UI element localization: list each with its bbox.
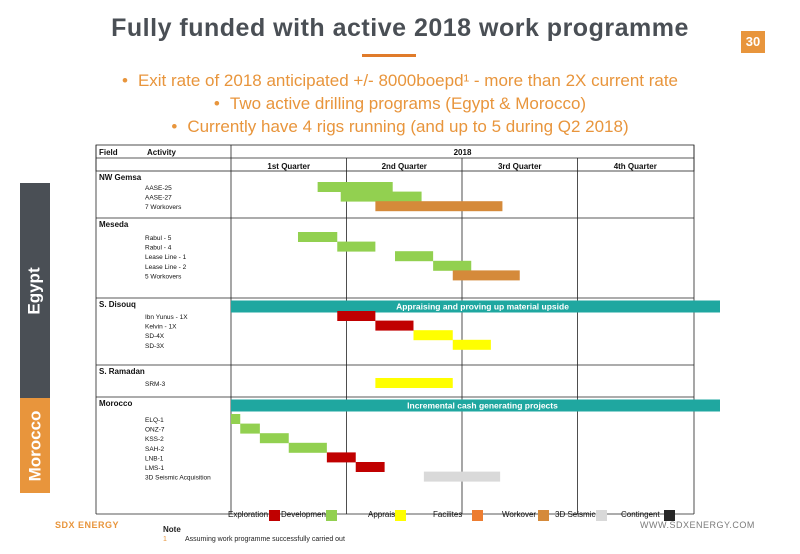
- activity-row-label: 3D Seismic Acquisition: [145, 475, 211, 482]
- gantt-bar: [317, 182, 393, 192]
- activity-row-label: 5 Workovers: [145, 273, 182, 280]
- gantt-panel: Field Activity 2018 1st Quarter 2nd Quarter 3…: [66, 133, 758, 531]
- gantt-bar: [355, 462, 385, 472]
- activity-row-label: 7 Workovers: [145, 204, 182, 211]
- group-field-label: NW Gemsa: [99, 173, 142, 182]
- gantt-bar: [452, 339, 491, 350]
- legend-label: Contingent: [621, 510, 660, 519]
- gantt-bar: [337, 311, 376, 321]
- bullet-marker: •: [121, 71, 128, 90]
- gantt-bar: [375, 320, 414, 331]
- activity-row-label: Ibn Yunus - 1X: [145, 314, 188, 321]
- activity-row-label: AASE-25: [145, 185, 172, 192]
- footer-company: SDX ENERGY: [55, 520, 120, 530]
- group-field-label: S. Disouq: [99, 300, 136, 309]
- activity-row-label: LNB-1: [145, 455, 164, 462]
- legend-swatch: [326, 510, 337, 521]
- activity-row-label: SD-3X: [145, 343, 165, 350]
- note-title: Note: [163, 525, 181, 534]
- gantt-chart: Field Activity 2018 1st Quarter 2nd Quarter 3…: [95, 144, 758, 515]
- gantt-bar: [433, 260, 472, 271]
- banner-text: Appraising and proving up material upsid…: [396, 302, 569, 312]
- header-quarter: 3rd Quarter: [498, 162, 542, 171]
- gantt-bar: [297, 232, 338, 242]
- activity-row-label: SD-4X: [145, 333, 165, 340]
- legend-label: Exploration: [228, 510, 269, 519]
- gantt-bar: [340, 191, 422, 202]
- gantt-bar: [231, 414, 241, 424]
- bullet-item: • Exit rate of 2018 anticipated +/- 8000b…: [0, 71, 800, 91]
- bullet-text: Two active drilling programs (Egypt & Mo…: [229, 94, 587, 113]
- activity-row-label: Lease Line - 2: [145, 264, 187, 271]
- group-field-label: Meseda: [99, 220, 129, 229]
- region-tab-egypt: Egypt: [20, 183, 50, 398]
- activity-row-label: Rabul - 4: [145, 245, 172, 252]
- region-label: Egypt: [25, 266, 45, 315]
- legend-swatch: [269, 510, 280, 521]
- gantt-bar: [395, 251, 434, 262]
- activity-row-label: Lease Line - 1: [145, 254, 187, 261]
- bullet-marker: •: [213, 94, 220, 113]
- gantt-bar: [259, 433, 289, 444]
- note-number: 1: [163, 536, 167, 543]
- page-number-badge: 30: [741, 31, 765, 53]
- legend-label: 3D Seismic: [555, 510, 596, 519]
- region-tab-morocco: Morocco: [20, 398, 50, 493]
- activity-row-label: SRM-3: [145, 381, 166, 388]
- gantt-bar: [375, 201, 503, 212]
- banner-text: Incremental cash generating projects: [407, 401, 558, 411]
- gantt-bar: [288, 442, 327, 453]
- banner-arrow: [231, 397, 758, 414]
- bullet-item: • Currently have 4 rigs running (and up t…: [0, 117, 800, 137]
- header-field: Field: [99, 148, 118, 157]
- legend-label: Facilites: [433, 510, 463, 519]
- gantt-bar: [337, 241, 376, 252]
- bullet-text: Currently have 4 rigs running (and up to…: [187, 117, 629, 136]
- gantt-bar: [452, 270, 520, 281]
- bullet-marker: •: [171, 117, 178, 136]
- slide-title: Fully funded with active 2018 work progr…: [111, 14, 689, 42]
- activity-row-label: LMS-1: [145, 465, 165, 472]
- note-text: Assuming work programme successfully car…: [185, 536, 345, 543]
- header-year: 2018: [454, 148, 472, 157]
- gantt-bar: [240, 423, 260, 434]
- header-activity: Activity: [147, 148, 176, 157]
- activity-row-label: KSS-2: [145, 436, 164, 443]
- activity-row-label: AASE-27: [145, 195, 172, 202]
- footer-website: WWW.SDXENERGY.COM: [640, 520, 755, 530]
- legend-swatch: [538, 510, 549, 521]
- gantt-bar: [413, 330, 453, 341]
- header-quarter: 2nd Quarter: [382, 162, 427, 171]
- activity-row-label: Kelvin - 1X: [145, 324, 177, 331]
- bullet-item: • Two active drilling programs (Egypt & M…: [0, 94, 800, 114]
- legend-swatch: [664, 510, 675, 521]
- legend-label: Appraisal: [368, 510, 402, 519]
- legend-label: Development: [281, 510, 329, 519]
- title-underline: [362, 54, 416, 57]
- gantt-bar: [423, 471, 501, 482]
- banner-arrow: [231, 298, 758, 315]
- gantt-bar: [326, 452, 356, 463]
- gantt-bar: [375, 378, 453, 388]
- legend-swatch: [395, 510, 406, 521]
- activity-row-label: ONZ-7: [145, 427, 165, 434]
- group-field-label: Morocco: [99, 399, 132, 408]
- activity-row-label: SAH-2: [145, 446, 165, 453]
- group-field-label: S. Ramadan: [99, 367, 145, 376]
- legend-swatch: [472, 510, 483, 521]
- legend-swatch: [596, 510, 607, 521]
- region-label: Morocco: [25, 410, 44, 481]
- header-quarter: 1st Quarter: [267, 162, 310, 171]
- activity-row-label: Rabul - 5: [145, 235, 172, 242]
- legend-label: Workover: [502, 510, 537, 519]
- header-quarter: 4th Quarter: [614, 162, 657, 171]
- activity-row-label: ELQ-1: [145, 417, 164, 424]
- bullet-text: Exit rate of 2018 anticipated +/- 8000bo…: [137, 71, 679, 90]
